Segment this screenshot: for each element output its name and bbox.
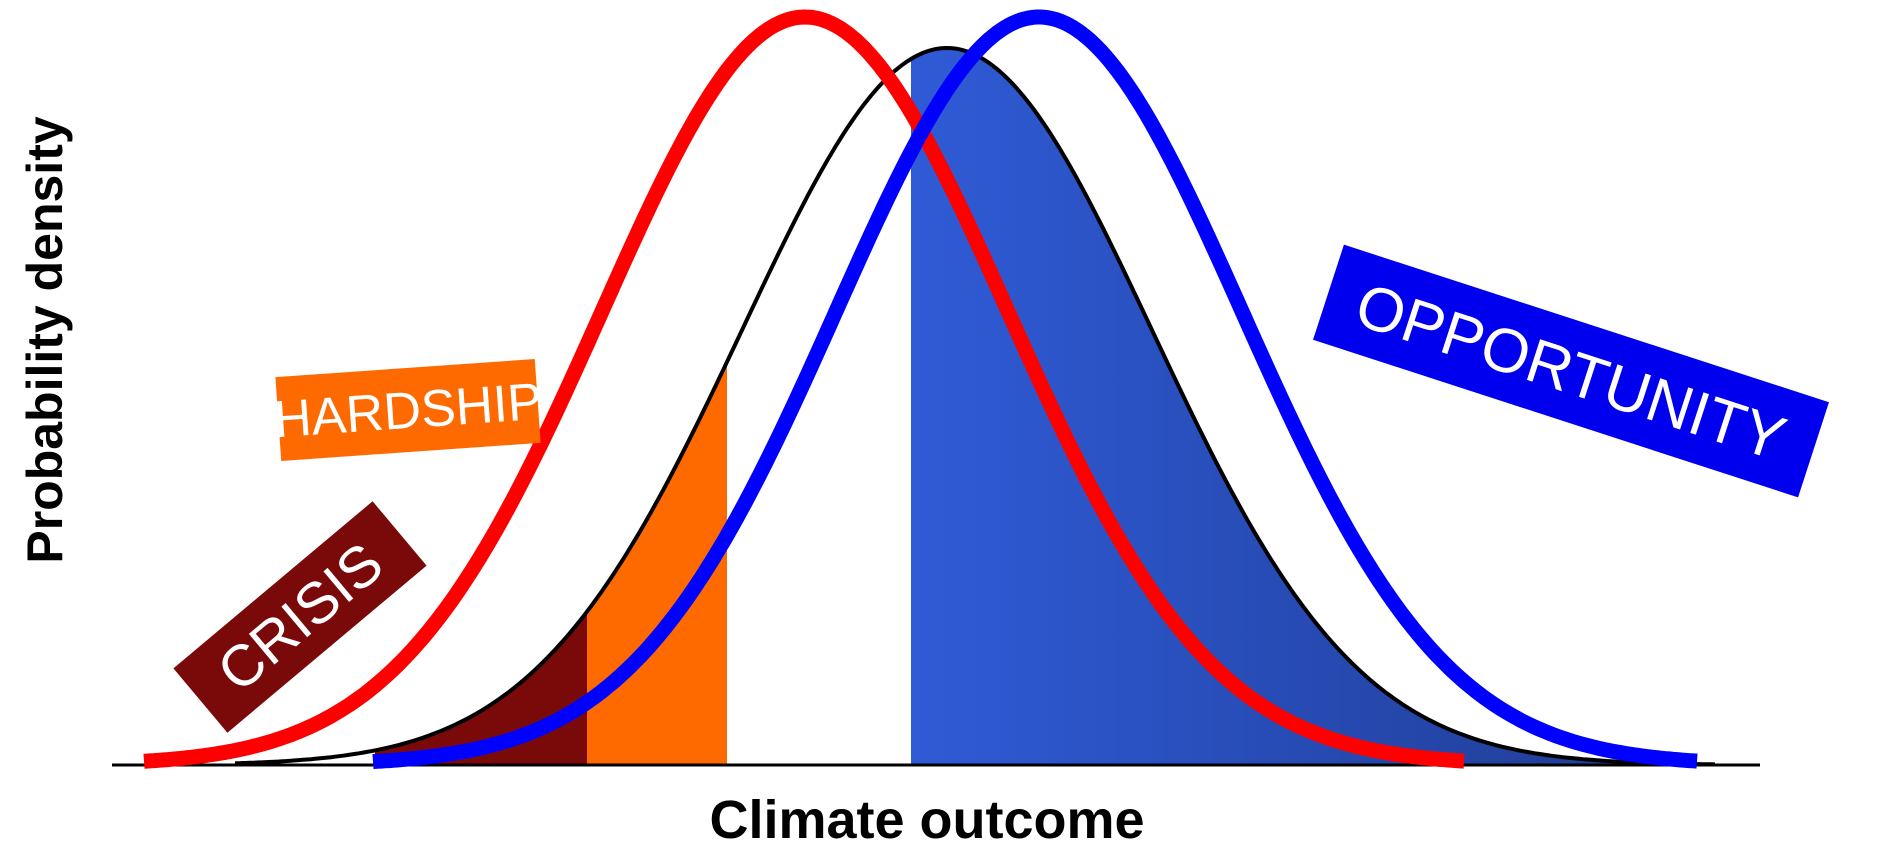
- y-axis-title: Probability density: [17, 116, 73, 564]
- opportunity-label: OPPORTUNITY: [1313, 244, 1829, 498]
- opportunity-label-background: [1313, 244, 1829, 498]
- x-axis-title: Climate outcome: [709, 790, 1144, 850]
- opportunity-region: [911, 48, 1715, 765]
- crisis-label-text: CRISIS: [205, 530, 395, 704]
- hardship-label: HARDSHIP: [272, 359, 544, 461]
- shifted-low-curve: [140, 9, 1468, 769]
- hardship-label-background: [275, 359, 541, 461]
- crisis-label-background: [173, 501, 427, 733]
- shifted-high-curve: [369, 9, 1701, 770]
- crisis-label: CRISIS: [173, 501, 427, 733]
